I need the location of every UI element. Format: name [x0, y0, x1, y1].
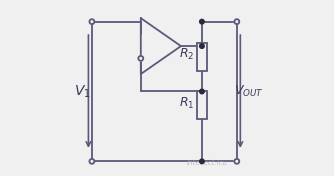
- Bar: [197, 43, 207, 71]
- Circle shape: [200, 159, 204, 164]
- Bar: [197, 92, 207, 120]
- Circle shape: [234, 159, 239, 164]
- Circle shape: [200, 19, 204, 24]
- Circle shape: [138, 56, 143, 61]
- Circle shape: [200, 44, 204, 48]
- Circle shape: [90, 19, 95, 24]
- Text: $R_2$: $R_2$: [179, 47, 195, 62]
- Text: intellect.icu: intellect.icu: [187, 160, 228, 166]
- Circle shape: [200, 89, 204, 94]
- Text: $V_{OUT}$: $V_{OUT}$: [234, 84, 264, 99]
- Text: $R_1$: $R_1$: [179, 96, 195, 111]
- Text: $V_1$: $V_1$: [74, 83, 91, 100]
- Circle shape: [234, 19, 239, 24]
- Circle shape: [90, 159, 95, 164]
